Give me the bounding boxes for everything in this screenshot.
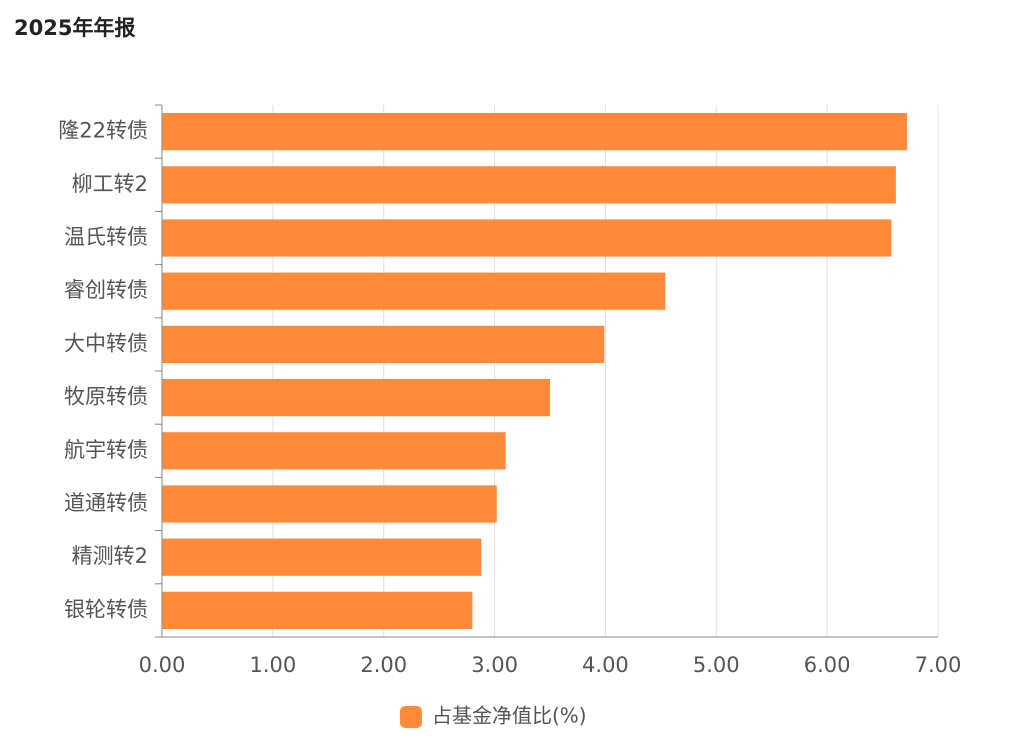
y-tick-label: 大中转债 — [64, 331, 148, 355]
y-tick-label: 温氏转债 — [64, 225, 148, 249]
x-tick-label: 6.00 — [804, 653, 851, 677]
x-axis: 0.00 1.00 2.00 3.00 4.00 5.00 6.00 7.00 — [139, 636, 962, 677]
bar[interactable] — [162, 485, 497, 523]
bar[interactable] — [162, 378, 550, 417]
y-tick-label: 睿创转债 — [64, 278, 148, 302]
bar[interactable] — [162, 166, 896, 204]
y-tick-label: 隆22转债 — [58, 119, 148, 143]
x-tick-label: 1.00 — [249, 653, 296, 677]
bar[interactable] — [162, 591, 473, 630]
bar[interactable] — [162, 325, 605, 364]
x-tick-label: 0.00 — [139, 653, 186, 677]
x-tick-label: 5.00 — [693, 653, 740, 677]
x-tick-label: 3.00 — [471, 653, 518, 677]
page-title: 2025年年报 — [14, 16, 136, 40]
x-tick-label: 2.00 — [360, 653, 407, 677]
y-tick-label: 精测转2 — [72, 544, 148, 568]
bar[interactable] — [162, 272, 666, 310]
y-tick-label: 银轮转债 — [64, 597, 148, 621]
bars — [162, 112, 907, 630]
legend-swatch[interactable] — [400, 706, 422, 728]
x-tick-label: 4.00 — [582, 653, 629, 677]
legend-label[interactable]: 占基金净值比(%) — [432, 704, 587, 728]
bar[interactable] — [162, 538, 482, 576]
legend: 占基金净值比(%) — [400, 704, 587, 728]
y-tick-label: 牧原转债 — [64, 385, 148, 409]
y-tick-label: 柳工转2 — [72, 172, 148, 196]
bar[interactable] — [162, 432, 506, 470]
y-tick-label: 航宇转债 — [64, 438, 148, 462]
y-tick-label: 道通转债 — [64, 491, 148, 515]
bar[interactable] — [162, 219, 892, 257]
bar[interactable] — [162, 112, 907, 151]
x-tick-label: 7.00 — [915, 653, 962, 677]
